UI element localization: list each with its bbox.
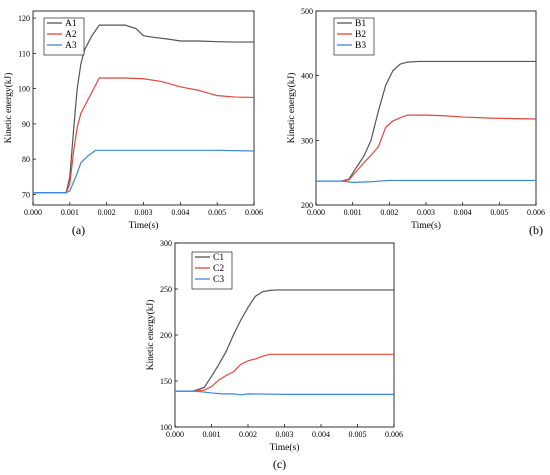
chart-panel-2: 0.000 0.001 0.002 0.003 0.004 0.005 0.006 200 30… [286, 7, 545, 231]
y-tick-label: 250 [160, 285, 172, 294]
x-tick-label: 0.004 [454, 208, 472, 217]
x-tick-label: 0.005 [208, 208, 226, 217]
series-line-C1 [175, 289, 394, 392]
legend-label-A3: A3 [65, 41, 77, 51]
x-tick-label: 0.000 [166, 430, 184, 439]
series-line-B1 [316, 60, 536, 182]
y-tick-label: 110 [18, 49, 30, 58]
y-tick-label: 500 [301, 7, 313, 16]
series-line-A1 [33, 24, 254, 194]
x-tick-label: 0.003 [135, 208, 153, 217]
x-tick-label: 0.006 [527, 208, 545, 217]
y-axis-title: Kinetic energy(kJ) [3, 73, 14, 144]
x-tick-label: 0.003 [276, 430, 294, 439]
legend-label-B2: B2 [355, 30, 366, 40]
x-tick-label: 0.004 [312, 430, 330, 439]
legend-box [43, 17, 85, 56]
legend-label-B1: B1 [355, 19, 366, 29]
panel-label: (a) [72, 223, 85, 237]
legend-label-A2: A2 [65, 30, 77, 40]
series-line-C2 [175, 353, 394, 392]
series-line-B3 [316, 179, 536, 183]
x-tick-label: 0.000 [307, 208, 325, 217]
legend-box [191, 251, 233, 290]
series-line-B2 [316, 114, 536, 182]
legend-label-C1: C1 [213, 253, 224, 263]
series-line-A3 [33, 149, 254, 194]
series-line-C3 [175, 390, 394, 396]
x-tick-label: 0.005 [490, 208, 508, 217]
x-tick-label: 0.001 [61, 208, 79, 217]
x-tick-label: 0.005 [349, 430, 367, 439]
y-tick-label: 70 [22, 190, 30, 199]
y-tick-label: 300 [301, 136, 313, 145]
y-tick-label: 100 [160, 423, 172, 432]
x-tick-label: 0.000 [24, 208, 42, 217]
legend-label-C2: C2 [213, 264, 224, 274]
x-axis-title: Time(s) [129, 220, 159, 231]
x-axis-title: Time(s) [270, 442, 300, 453]
chart-panel-1: 0.000 0.001 0.002 0.003 0.004 0.005 0.006 70 80 9… [3, 10, 263, 231]
legend-label-A1: A1 [65, 19, 77, 29]
y-tick-label: 300 [160, 239, 172, 248]
x-tick-label: 0.003 [417, 208, 435, 217]
chart-panel-3: 0.000 0.001 0.002 0.003 0.004 0.005 0.006 100 15… [145, 239, 403, 453]
y-tick-label: 200 [301, 201, 313, 210]
x-tick-label: 0.002 [239, 430, 257, 439]
y-tick-label: 120 [18, 14, 30, 23]
series-line-A2 [33, 77, 254, 194]
legend-label-C3: C3 [213, 275, 224, 285]
legend-box [333, 17, 375, 56]
y-tick-label: 200 [160, 331, 172, 340]
x-tick-label: 0.002 [98, 208, 116, 217]
x-tick-label: 0.006 [245, 208, 263, 217]
legend-label-B3: B3 [355, 41, 366, 51]
panel-label: (b) [529, 223, 543, 237]
y-axis-title: Kinetic energy(kJ) [286, 73, 297, 144]
y-tick-label: 80 [22, 155, 30, 164]
y-tick-label: 90 [22, 120, 30, 129]
panel-label: (c) [273, 457, 286, 471]
x-tick-label: 0.002 [380, 208, 398, 217]
y-tick-label: 400 [301, 72, 313, 81]
y-tick-label: 150 [160, 377, 172, 386]
x-tick-label: 0.004 [171, 208, 189, 217]
x-axis-title: Time(s) [411, 220, 441, 231]
y-tick-label: 100 [18, 85, 30, 94]
x-tick-label: 0.006 [385, 430, 403, 439]
x-tick-label: 0.001 [344, 208, 362, 217]
x-tick-label: 0.001 [203, 430, 221, 439]
y-axis-title: Kinetic energy(kJ) [145, 300, 156, 371]
